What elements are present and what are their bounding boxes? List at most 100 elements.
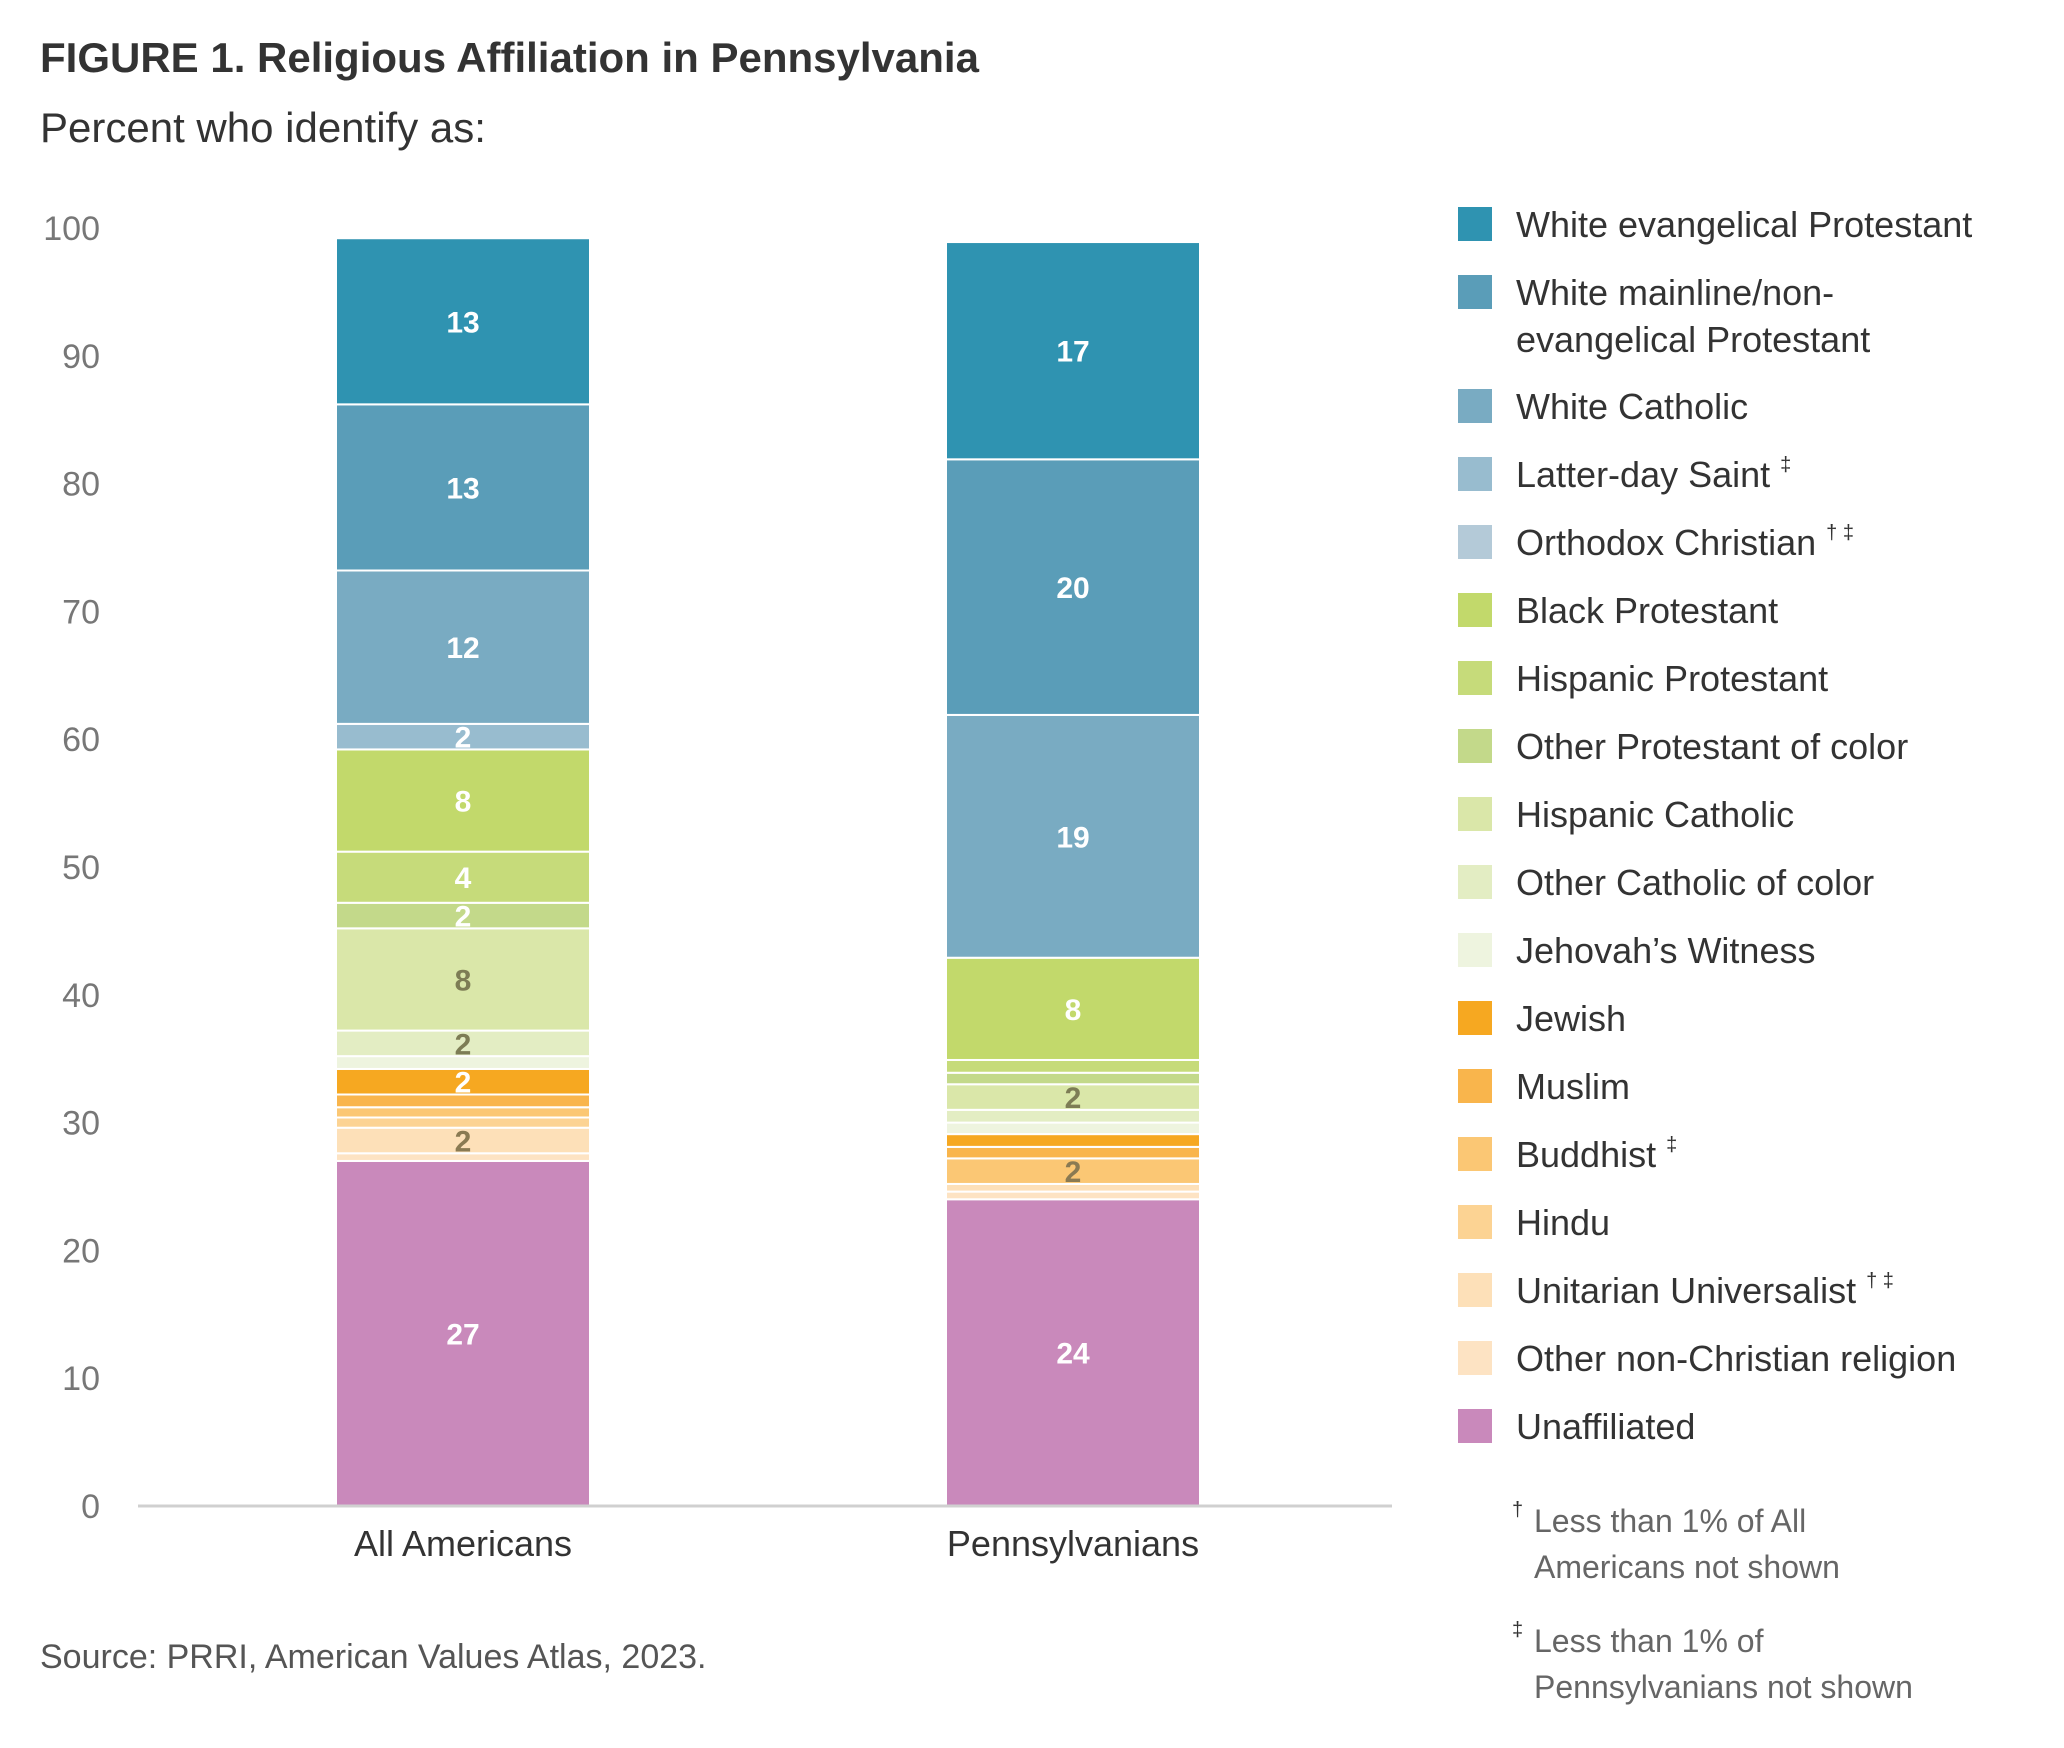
legend-footnote-mark: ‡ [1666,1134,1677,1156]
bar-segment [945,713,1201,959]
data-label: 2 [455,1028,472,1061]
y-tick-label: 50 [62,849,100,887]
bar-segment [945,1083,1201,1111]
legend-label: Unaffiliated [1516,1406,1695,1447]
x-axis: All Americans Pennsylvanians [354,1523,1199,1564]
bar-segment [335,748,591,853]
y-tick-label: 100 [43,210,100,248]
data-label: 2 [1065,1082,1082,1115]
legend-label: Unitarian Universalist [1516,1270,1856,1311]
chart-subtitle: Percent who identify as: [40,104,486,151]
legend-label: Latter-day Saint [1516,454,1770,495]
legend-swatch [1458,1205,1492,1239]
y-axis: 0 10 20 30 40 50 60 70 80 90 100 [43,210,100,1526]
legend-swatch [1458,275,1492,309]
legend-label: White evangelical Protestant [1516,204,1972,245]
y-tick-label: 10 [62,1360,100,1398]
y-tick-label: 60 [62,721,100,759]
chart-title: FIGURE 1. Religious Affiliation in Penns… [40,34,980,81]
bar-segment [335,1159,591,1507]
data-label: 12 [446,632,479,665]
legend-swatch [1458,1409,1492,1443]
y-tick-label: 40 [62,977,100,1015]
y-tick-label: 90 [62,338,100,376]
bar-segment [335,237,591,406]
legend-label-line2: evangelical Protestant [1516,319,1870,360]
legend: White evangelical Protestant White mainli… [1458,204,1972,1447]
bar-segment [945,1198,1201,1508]
bar-segment [335,722,591,751]
category-label: Pennsylvanians [947,1523,1199,1564]
bar-segment [945,956,1201,1061]
bar-segment [335,1106,591,1119]
footnotes: † Less than 1% of All Americans not shown ‡… [1512,1499,1913,1705]
y-tick-label: 70 [62,593,100,631]
legend-label: Hispanic Protestant [1516,658,1828,699]
y-tick-label: 30 [62,1105,100,1143]
data-label: 17 [1056,336,1089,369]
legend-swatch [1458,389,1492,423]
footnote-text-line2: Pennsylvanians not shown [1534,1669,1913,1705]
footnote-mark: ‡ [1512,1619,1523,1641]
footnote-text: Less than 1% of [1534,1623,1764,1659]
legend-swatch [1458,1341,1492,1375]
data-label: 8 [1065,994,1082,1027]
y-tick-label: 80 [62,466,100,504]
legend-swatch [1458,661,1492,695]
data-label: 24 [1056,1338,1090,1371]
data-label: 27 [446,1318,479,1351]
data-label: 13 [446,472,479,505]
data-label: 2 [455,1125,472,1158]
source-note: Source: PRRI, American Values Atlas, 202… [40,1638,707,1676]
legend-footnote-mark: † ‡ [1826,522,1854,544]
bar-segment [335,1067,591,1096]
bar-segment [945,1133,1201,1148]
legend-label: Other Protestant of color [1516,726,1908,767]
category-label: All Americans [354,1523,572,1564]
legend-swatch [1458,797,1492,831]
bar-segment [335,850,591,904]
legend-label: Buddhist [1516,1134,1656,1175]
legend-footnote-mark: ‡ [1780,454,1791,476]
legend-label: Hindu [1516,1202,1610,1243]
bar-segment [945,1058,1201,1074]
y-tick-label: 0 [81,1488,100,1526]
legend-swatch [1458,457,1492,491]
legend-label: Black Protestant [1516,590,1778,631]
data-label: 2 [455,722,472,755]
bar-segment [945,1190,1201,1201]
footnote-text: Less than 1% of All [1534,1503,1806,1539]
legend-label: Other non-Christian religion [1516,1338,1956,1379]
data-label: 13 [446,306,479,339]
data-label: 4 [455,862,472,895]
legend-swatch [1458,1137,1492,1171]
data-label: 19 [1056,821,1089,854]
legend-footnote-mark: † ‡ [1866,1270,1894,1292]
footnote-text-line2: Americans not shown [1534,1549,1840,1585]
legend-swatch [1458,1001,1492,1035]
bar-segment [335,569,591,725]
footnote-mark: † [1512,1499,1523,1521]
bar-segment [945,241,1201,461]
legend-label: Jehovah’s Witness [1516,930,1815,971]
bar-segment [945,1121,1201,1136]
legend-label: Other Catholic of color [1516,862,1874,903]
legend-swatch [1458,1069,1492,1103]
legend-label: Hispanic Catholic [1516,794,1794,835]
data-label: 2 [455,1067,472,1100]
legend-label: White Catholic [1516,386,1748,427]
legend-swatch [1458,593,1492,627]
legend-swatch [1458,729,1492,763]
legend-swatch [1458,1273,1492,1307]
bar-segment [335,403,591,572]
legend-swatch [1458,933,1492,967]
data-label: 2 [455,901,472,934]
legend-label: White mainline/non- [1516,272,1834,313]
legend-swatch [1458,865,1492,899]
data-label: 8 [455,964,472,997]
data-label: 8 [455,786,472,819]
legend-label: Jewish [1516,998,1626,1039]
data-label: 20 [1056,572,1089,605]
